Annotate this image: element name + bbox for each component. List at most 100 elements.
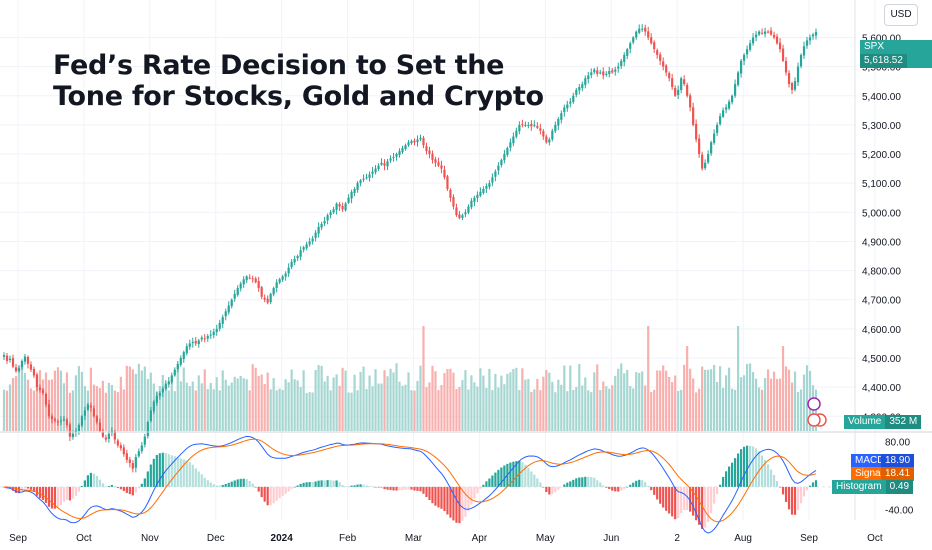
histogram-bar [347,486,350,487]
volume-bar [341,367,344,431]
histogram-bar [503,465,506,487]
candle-body [221,317,224,324]
volume-bar [8,384,12,431]
candle-body [62,419,66,421]
x-tick-label: Sep [9,533,27,544]
volume-bar [647,326,650,431]
volume-bar [593,372,596,431]
candle-body [383,163,386,166]
histogram-bar [239,478,242,487]
histogram-bar [665,486,668,511]
candle-body [704,162,707,169]
volume-bar [677,390,680,431]
histogram-bar [587,476,590,487]
volume-bar [608,388,611,431]
candle-body [26,357,30,364]
candle-body [296,256,299,259]
y-tick-label: 5,600.00 [862,33,901,44]
volume-bar [398,381,401,431]
candle-body [620,60,623,66]
histogram-bar [263,486,266,502]
histogram-bar [389,486,392,490]
histogram-bar [769,469,773,487]
candle-body [161,388,164,393]
candle-body [659,54,662,61]
candle-body [554,124,557,132]
candle-body [635,31,638,38]
candle-body [455,207,458,216]
volume-bar [185,382,188,431]
histogram-bar [763,459,767,487]
volume-bar [470,375,473,431]
volume-bar [742,375,746,431]
histogram-bar [311,482,314,487]
volume-bar [371,386,374,431]
volume-bar [365,389,368,431]
histogram-bar [341,484,344,487]
volume-bar [769,378,773,431]
candle-body [503,154,506,161]
histogram-bar [86,475,89,487]
histogram-bar [200,474,203,487]
histogram-bar [488,478,491,487]
currency-button[interactable]: USD [884,4,918,26]
volume-bar [218,390,221,431]
volume-bar [287,382,290,431]
candle-body [35,374,39,388]
signal-label: Signal 18.41 [851,467,915,481]
candle-body [314,232,317,238]
histogram-bar [596,480,599,487]
volume-bar [560,384,563,431]
histogram-bar [11,486,15,491]
candle-body [668,73,671,79]
candle-body [155,395,158,403]
volume-bar [620,363,623,431]
volume-bar [680,389,683,431]
candle-body [197,340,200,345]
candle-body [587,75,590,80]
volume-bar [269,389,272,431]
candle-body [119,445,122,449]
histogram-bar [350,485,353,487]
histogram-bar [131,486,134,496]
volume-bar [101,380,104,431]
histogram-bar [728,466,731,487]
candle-body [443,169,446,178]
volume-bar [793,371,797,431]
volume-bar [563,365,566,431]
histogram-bar [751,446,755,487]
volume-bar [491,390,494,431]
candle-body [602,71,605,76]
histogram-bar [158,453,161,487]
histogram-bar [446,486,449,515]
histogram-bar [563,484,566,487]
volume-bar [716,382,719,431]
histogram-bar [359,484,362,487]
histogram-bar [689,486,692,512]
volume-bar [260,374,263,431]
volume-bar [38,370,42,431]
candle-body [437,162,440,166]
volume-bar [113,390,116,431]
volume-bar [473,382,476,431]
volume-bar [158,386,161,431]
candle-body [299,250,302,257]
candle-body [805,40,809,46]
candle-body [757,31,761,35]
volume-bar [662,365,665,431]
candle-body [311,238,314,242]
candle-body [808,37,812,41]
signal-name: Signal [855,468,883,479]
candle-body [140,445,143,452]
price-axis[interactable]: 5,600.00 5,500.00 5,400.00 5,300.00 5,200.00… [862,33,914,516]
histogram-bar [101,483,104,487]
time-axis[interactable]: Sep Oct Nov Dec 2024 Feb Mar Apr May Jun 2 Aug Sep Oc… [9,533,883,544]
histogram-bar [404,486,407,490]
histogram-bar [122,486,125,492]
volume-bar [236,378,239,431]
histogram-bar [236,479,239,487]
chart-title: Fed’s Rate Decision to Set the Tone for … [53,50,544,112]
macd-name: MACD [855,455,885,466]
volume-bar [326,375,329,431]
